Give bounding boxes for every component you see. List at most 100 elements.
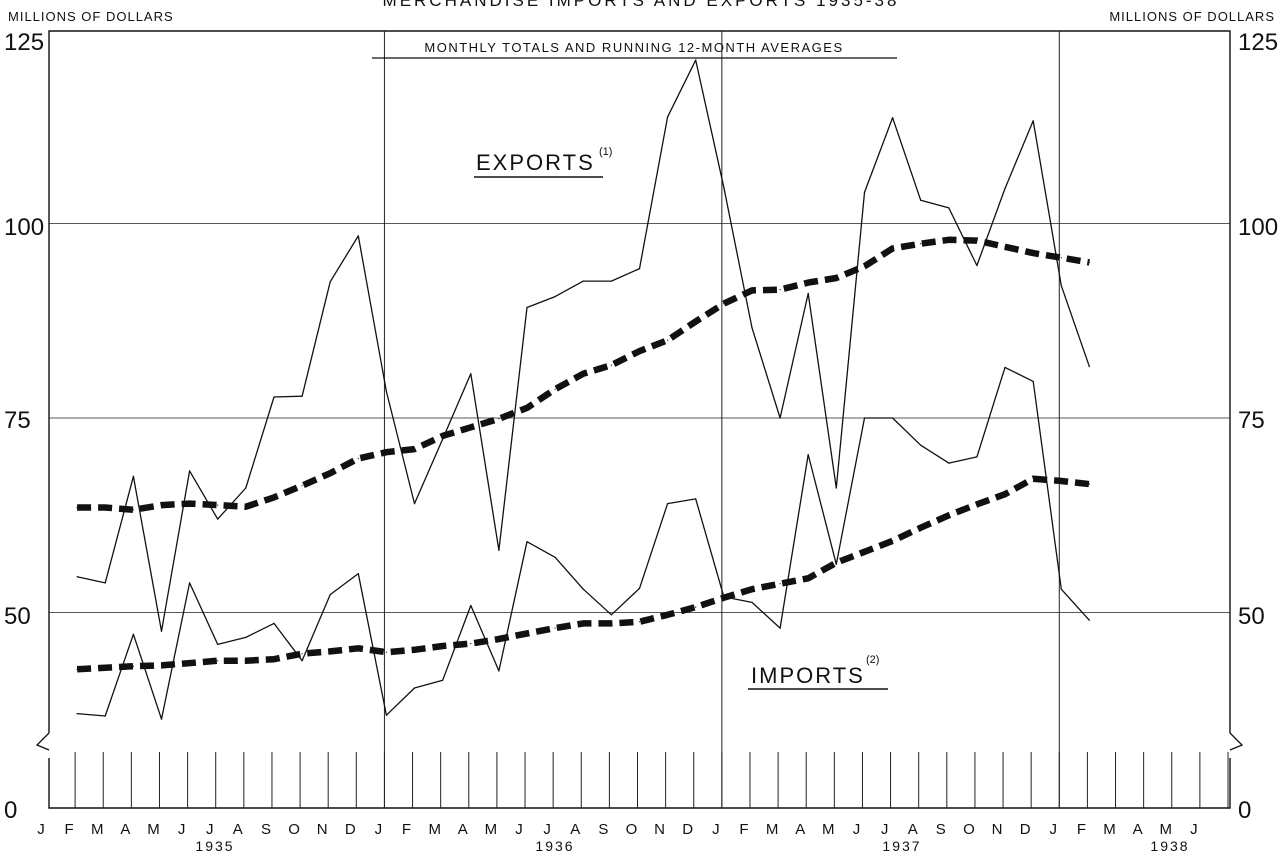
exports-12-month-average-point <box>638 350 641 352</box>
imports-monthly-point <box>554 556 556 558</box>
y-tick-label-right: 100 <box>1238 214 1278 241</box>
imports-12-month-average-point <box>217 660 219 662</box>
month-label: M <box>91 821 106 838</box>
exports-12-month-average-point <box>301 485 303 487</box>
axis-break-gap-left <box>46 733 52 758</box>
imports-12-month-average-point <box>357 647 359 649</box>
month-label: A <box>570 821 582 838</box>
exports-monthly-point <box>385 390 387 393</box>
month-label: O <box>288 821 302 838</box>
imports-12-month-average-point <box>385 651 387 653</box>
exports-monthly-point <box>1060 285 1062 287</box>
month-label: J <box>1050 821 1060 838</box>
imports-12-month-average-point <box>160 664 163 667</box>
imports-12-month-average-point <box>413 649 416 651</box>
exports-12-month-average-point <box>863 265 866 267</box>
exports-monthly-point <box>189 470 191 472</box>
imports-monthly-point <box>1004 366 1006 368</box>
exports-monthly-point <box>695 59 697 61</box>
y-unit-label-left: MILLIONS OF DOLLARS <box>8 9 174 24</box>
month-label: J <box>515 821 525 838</box>
exports-monthly-point <box>273 396 275 398</box>
imports-12-month-average-point <box>442 645 444 647</box>
imports-12-month-average-point <box>835 562 837 564</box>
imports-monthly-point <box>329 594 331 596</box>
exports-12-month-average-point <box>835 277 837 279</box>
exports-monthly-point <box>667 116 669 118</box>
imports-12-month-average-point <box>245 660 247 662</box>
exports-12-month-average-point <box>160 504 163 506</box>
imports-monthly-point <box>160 718 163 720</box>
imports-12-month-average-point <box>638 621 641 623</box>
exports-12-month-average-point <box>1088 261 1090 263</box>
imports-monthly-point <box>189 582 191 584</box>
exports-monthly-point <box>948 207 950 209</box>
exports-monthly-point <box>329 281 331 283</box>
exports-monthly-point <box>132 475 134 477</box>
imports-monthly-point <box>892 417 894 419</box>
imports-12-month-average-point <box>132 665 134 667</box>
month-label: O <box>626 821 640 838</box>
year-label-1937: 1937 <box>882 838 921 854</box>
exports-12-month-average-point <box>1032 252 1034 254</box>
axis-break-mark-right <box>1229 732 1244 751</box>
imports-12-month-average-point <box>1004 493 1006 495</box>
imports-monthly-point <box>245 636 247 639</box>
exports-12-month-average-point <box>976 240 978 242</box>
exports-12-month-average-point <box>357 457 359 460</box>
exports-monthly-point <box>470 373 472 375</box>
exports-monthly-point <box>582 280 584 282</box>
month-label: F <box>402 821 413 838</box>
exports-monthly-point <box>835 487 837 489</box>
month-label: A <box>458 821 470 838</box>
exports-monthly-point <box>723 187 725 189</box>
exports-monthly-point <box>357 235 359 237</box>
imports-12-month-average-point <box>104 667 106 669</box>
month-label: M <box>822 821 837 838</box>
exports-monthly-point <box>301 395 303 397</box>
exports-label: EXPORTS (1) <box>474 146 612 178</box>
exports-monthly-point <box>1004 187 1006 190</box>
y-tick-label-left: 0 <box>4 797 17 824</box>
exports-12-month-average-point <box>723 303 725 305</box>
exports-12-month-average-point <box>526 407 528 409</box>
imports-12-month-average-point <box>920 527 922 529</box>
exports-12-month-average-point <box>470 426 472 428</box>
month-label: J <box>178 821 188 838</box>
exports-12-month-average-point <box>582 373 584 375</box>
exports-monthly-point <box>554 296 556 298</box>
exports-12-month-average-point <box>245 506 247 508</box>
year-label-1936: 1936 <box>535 838 574 854</box>
exports-12-month-average-point <box>554 388 556 390</box>
imports-monthly-point <box>1032 380 1034 382</box>
imports-monthly-point <box>132 633 134 635</box>
month-label: O <box>963 821 977 838</box>
imports-12-month-average-point <box>807 577 809 579</box>
exports-monthly-point <box>245 487 247 489</box>
month-label: S <box>936 821 948 838</box>
exports-12-month-average-point <box>413 448 416 450</box>
month-label: J <box>1190 821 1200 838</box>
exports-monthly-point <box>751 327 753 329</box>
imports-12-month-average-point <box>948 514 950 516</box>
exports-12-month-average-point <box>695 320 697 323</box>
imports-monthly-point <box>273 622 275 625</box>
year-label-1935: 1935 <box>195 838 234 854</box>
month-label: N <box>654 821 667 838</box>
month-label: M <box>1103 821 1118 838</box>
imports-12-month-average-point <box>1060 480 1062 482</box>
exports-12-month-average-point <box>132 509 134 511</box>
month-label: J <box>37 821 47 838</box>
month-label: A <box>908 821 920 838</box>
imports-monthly-point <box>638 587 641 590</box>
imports-12-month-average-point <box>695 606 697 608</box>
exports-12-month-average-line <box>77 236 1090 514</box>
imports-12-month-average-point <box>1088 483 1090 485</box>
imports-12-month-average-point <box>189 662 191 664</box>
imports-12-month-average-point <box>723 597 725 599</box>
exports-12-month-average-point <box>1004 246 1006 248</box>
imports-12-month-average-point <box>273 658 275 660</box>
month-label: J <box>881 821 891 838</box>
exports-monthly-point <box>1032 120 1034 122</box>
imports-12-month-average-point <box>470 643 472 645</box>
